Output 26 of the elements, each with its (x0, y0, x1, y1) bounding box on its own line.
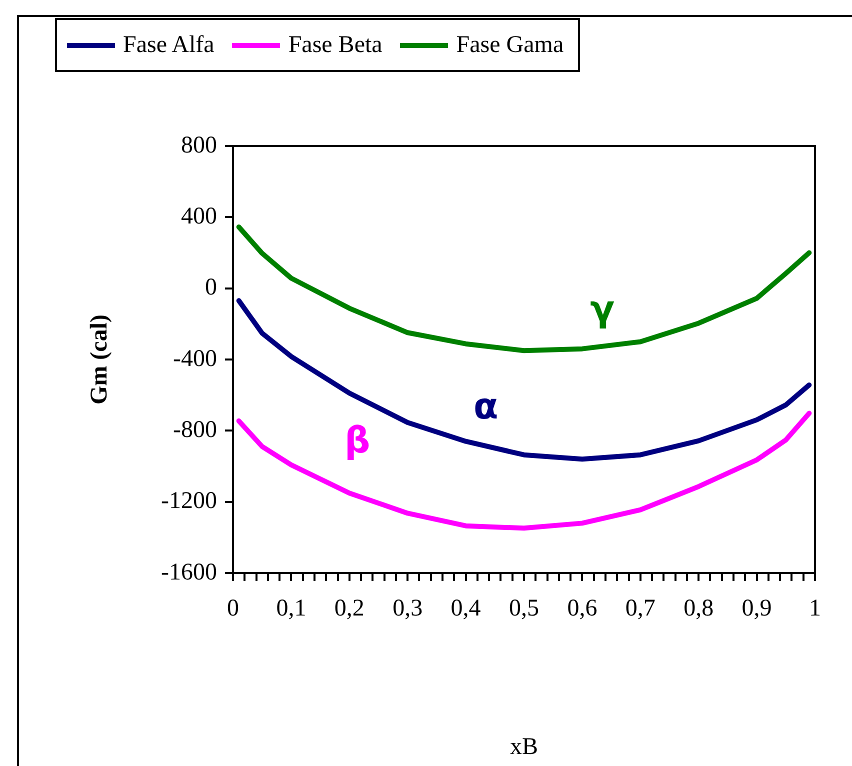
legend-label: Fase Gama (456, 32, 564, 58)
y-tick-label: 800 (181, 132, 217, 158)
x-tick-label: 0,1 (276, 596, 306, 622)
x-tick-label: 0,8 (684, 596, 714, 622)
annotation: β (344, 420, 370, 462)
y-tick-label: -1200 (161, 488, 217, 514)
y-tick-label: -1600 (161, 559, 217, 586)
y-axis-title: Gm (cal) (86, 314, 113, 404)
x-tick-label: 0,6 (567, 596, 598, 622)
y-tick-label: 0 (205, 274, 217, 301)
x-tick-label: 0,5 (509, 596, 539, 622)
legend-label: Fase Beta (288, 32, 382, 58)
x-tick-label: 1 (809, 596, 821, 622)
x-tick-label: 0,4 (450, 596, 481, 622)
y-tick-label: -800 (173, 416, 217, 443)
x-tick-label: 0,2 (334, 596, 364, 622)
x-tick-label: 0,7 (625, 596, 656, 622)
legend-label: Fase Alfa (123, 32, 214, 58)
x-tick-label: 0,3 (392, 596, 423, 622)
x-axis-title: xB (510, 734, 538, 760)
annotation: γ (590, 289, 615, 330)
y-tick-label: 400 (181, 203, 217, 230)
y-tick-label: -400 (173, 346, 217, 372)
annotation: α (473, 386, 498, 428)
x-tick-label: 0,9 (742, 596, 772, 622)
x-tick-label: 0 (227, 596, 239, 622)
